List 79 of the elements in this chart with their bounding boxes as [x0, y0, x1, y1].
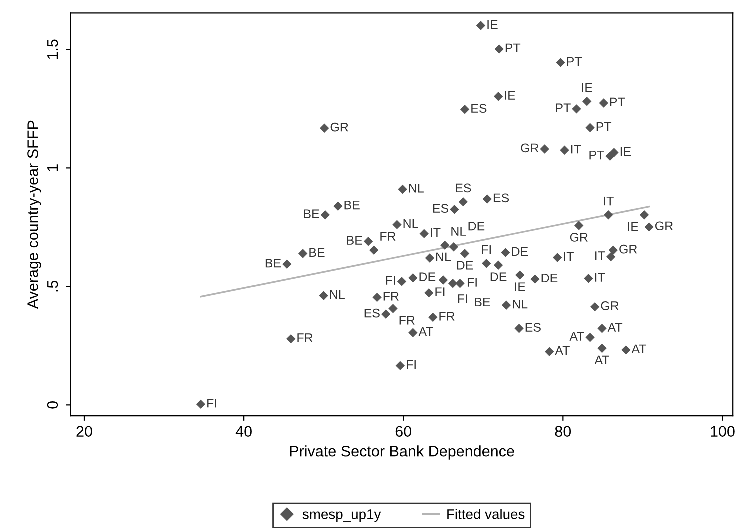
data-label: NL: [513, 300, 528, 309]
data-label: IE: [505, 91, 516, 100]
data-label: DE: [420, 272, 436, 282]
data-label: ES: [433, 204, 449, 214]
data-label: ES: [364, 308, 380, 318]
data-label: PT: [506, 44, 521, 52]
data-label: BE: [344, 200, 360, 210]
data-label: PT: [596, 122, 612, 132]
data-label: IT: [571, 145, 582, 154]
data-label: ES: [494, 194, 510, 203]
data-label: FI: [436, 288, 445, 296]
y-tick-label: 0: [47, 402, 58, 409]
data-label: AT: [608, 323, 623, 332]
data-label: GR: [620, 244, 638, 254]
data-label: ES: [526, 323, 541, 332]
data-label: PT: [610, 98, 626, 106]
y-tick-label: 1.5: [48, 40, 58, 60]
data-label: IT: [604, 196, 614, 206]
data-label: IE: [628, 222, 638, 232]
data-label: FI: [468, 278, 477, 287]
data-label: DE: [512, 247, 528, 256]
data-label: FR: [298, 334, 313, 342]
data-label: DE: [542, 274, 558, 283]
data-label: FR: [380, 232, 396, 241]
y-axis-title: Average country-year SFFP: [28, 120, 42, 310]
data-label: BE: [475, 298, 490, 307]
data-label: IT: [595, 273, 606, 282]
data-label: GR: [521, 144, 539, 153]
x-tick-label: 20: [76, 426, 92, 438]
data-label: BE: [266, 259, 282, 268]
data-label: AT: [570, 332, 584, 341]
data-label: PT: [556, 104, 571, 112]
x-axis-title: Private Sector Bank Dependence: [290, 446, 514, 460]
data-label: NL: [409, 184, 424, 193]
data-label: GR: [601, 302, 619, 310]
x-tick-label: 40: [236, 426, 252, 438]
data-label: DE: [457, 261, 474, 270]
data-label: BE: [310, 248, 325, 257]
data-label: FI: [208, 399, 216, 408]
data-label: FR: [384, 292, 399, 301]
data-label: PT: [590, 150, 604, 160]
data-label: DE: [490, 272, 507, 282]
data-label: NL: [330, 290, 345, 300]
x-tick-label: 60: [396, 426, 412, 438]
data-label: GR: [330, 122, 348, 132]
data-label: AT: [418, 328, 434, 336]
data-label: GR: [570, 233, 588, 242]
data-label: ES: [472, 104, 487, 114]
data-label: GR: [656, 222, 674, 231]
data-label: IE: [582, 83, 592, 92]
data-label: NL: [404, 219, 418, 228]
y-tick-label: 1: [48, 164, 58, 172]
data-label: IE: [488, 20, 498, 29]
data-label: IT: [596, 252, 606, 260]
data-label: NL: [452, 227, 466, 236]
data-label: AT: [632, 344, 647, 354]
x-tick-label: 80: [555, 426, 572, 438]
data-label: NL: [436, 252, 452, 262]
data-label: IT: [431, 228, 441, 238]
data-label: IE: [515, 282, 526, 292]
data-label: ES: [456, 184, 472, 193]
data-label: FI: [482, 246, 491, 254]
legend-label: Fitted values: [448, 509, 525, 520]
data-label: IE: [620, 147, 632, 156]
data-label: FI: [458, 294, 468, 304]
x-tick-label: 100: [711, 426, 735, 438]
data-label: BE: [304, 210, 320, 218]
data-label: FI: [386, 276, 396, 285]
data-label: FI: [407, 360, 416, 370]
data-label: DE: [468, 222, 485, 231]
legend-label: smesp_up1y: [302, 510, 382, 522]
data-label: AT: [594, 356, 610, 365]
data-label: FR: [400, 316, 415, 325]
data-label: FR: [440, 312, 455, 321]
data-label: PT: [567, 57, 582, 66]
data-label: IT: [564, 252, 574, 261]
y-tick-label: .5: [48, 280, 58, 292]
data-label: BE: [347, 236, 362, 245]
data-label: AT: [555, 346, 570, 356]
